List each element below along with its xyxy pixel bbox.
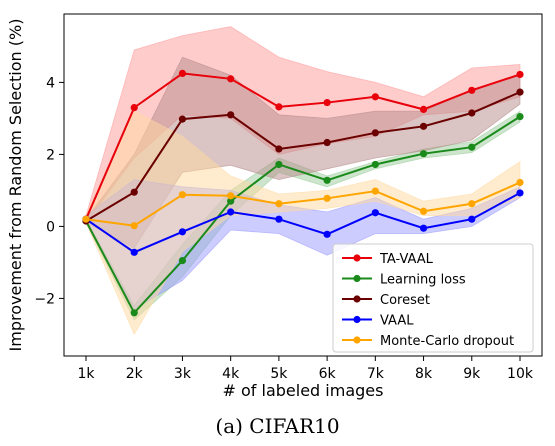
point-ta-vaal-10k (516, 70, 524, 79)
point-ta-vaal-4k (227, 75, 235, 83)
point-monte-carlo-dropout-7k (371, 187, 379, 195)
point-learning-loss-5k (275, 160, 283, 169)
point-monte-carlo-dropout-2k (130, 222, 138, 230)
plot-frame (63, 13, 543, 357)
point-coreset-8k (419, 122, 428, 130)
point-coreset-9k (468, 109, 476, 117)
y-tick-label: 4 (46, 75, 55, 91)
x-tick-label: 9k (463, 366, 481, 382)
y-tick-label: −2 (34, 291, 55, 307)
point-ta-vaal-6k (323, 98, 331, 107)
y-axis-label: Improvement from Random Selection (%) (6, 19, 25, 352)
point-ta-vaal-8k (419, 105, 428, 113)
legend-marker-learning-loss (353, 274, 361, 283)
point-learning-loss-7k (371, 160, 379, 169)
legend-label-monte-carlo-dropout: Monte-Carlo dropout (380, 334, 514, 349)
point-coreset-7k (371, 129, 379, 137)
point-learning-loss-2k (130, 309, 138, 317)
point-monte-carlo-dropout-1k (82, 215, 90, 223)
point-monte-carlo-dropout-4k (227, 192, 235, 200)
legend-marker-monte-carlo-dropout (353, 336, 361, 344)
point-ta-vaal-5k (275, 103, 283, 111)
point-vaal-6k (323, 230, 331, 238)
point-monte-carlo-dropout-10k (516, 178, 524, 187)
line-ta-vaal (85, 72, 521, 220)
x-tick-label: 6k (319, 366, 337, 382)
y-tick-label: 0 (46, 219, 55, 235)
point-vaal-3k (178, 228, 187, 236)
y-tick-label: 2 (46, 147, 55, 163)
point-coreset-10k (516, 88, 524, 96)
point-vaal-5k (275, 215, 283, 223)
point-vaal-7k (371, 209, 379, 217)
series-lines (85, 72, 521, 315)
point-monte-carlo-dropout-3k (178, 191, 187, 199)
point-monte-carlo-dropout-8k (419, 207, 428, 215)
series-points (82, 69, 524, 317)
legend-label-coreset: Coreset (380, 293, 430, 308)
x-axis-ticks: 1k 2k 3k 4k 5k 6k 7k 8k 9k 10k (77, 356, 534, 382)
legend-marker-vaal (353, 315, 361, 324)
figure-caption: (a) CIFAR10 (215, 414, 340, 438)
legend-marker-ta-vaal (353, 254, 361, 262)
point-ta-vaal-2k (130, 104, 138, 112)
line-learning-loss (85, 115, 521, 315)
point-monte-carlo-dropout-9k (468, 200, 476, 208)
x-tick-label: 7k (367, 366, 385, 382)
point-ta-vaal-7k (371, 93, 379, 101)
point-vaal-2k (130, 248, 138, 256)
x-tick-label: 3k (174, 366, 192, 382)
line-vaal (85, 192, 521, 254)
legend: TA-VAAL Learning loss Coreset VAAL Monte-Car… (332, 243, 534, 353)
line-monte-carlo-dropout (85, 181, 521, 227)
point-coreset-3k (178, 115, 187, 123)
point-learning-loss-10k (516, 113, 524, 121)
legend-label-ta-vaal: TA-VAAL (379, 252, 434, 267)
x-axis-label: # of labeled images (223, 381, 384, 400)
point-learning-loss-8k (419, 150, 428, 158)
point-vaal-8k (419, 224, 428, 232)
point-ta-vaal-9k (468, 86, 476, 94)
point-coreset-5k (275, 145, 283, 153)
legend-marker-coreset (353, 295, 361, 303)
x-tick-label: 5k (270, 366, 288, 382)
point-coreset-4k (227, 111, 235, 119)
legend-box (332, 243, 534, 353)
point-vaal-9k (468, 215, 476, 223)
point-learning-loss-3k (178, 257, 187, 265)
point-vaal-10k (516, 189, 524, 197)
x-tick-label: 2k (126, 366, 144, 382)
point-learning-loss-6k (323, 176, 331, 184)
x-tick-label: 4k (222, 366, 240, 382)
line-chart: 1k 2k 3k 4k 5k 6k 7k 8k 9k 10k −2 0 2 4 # of labeled… (6, 13, 543, 400)
legend-label-learning-loss: Learning loss (380, 273, 466, 288)
x-tick-label: 8k (415, 366, 433, 382)
point-learning-loss-9k (468, 143, 476, 151)
legend-label-vaal: VAAL (380, 314, 414, 329)
x-tick-label: 1k (77, 366, 95, 382)
point-ta-vaal-3k (178, 69, 187, 77)
point-learning-loss-4k (227, 197, 235, 205)
y-axis-ticks: −2 0 2 4 (34, 75, 64, 307)
line-coreset (85, 91, 521, 222)
x-tick-label: 10k (507, 366, 534, 382)
point-coreset-2k (130, 188, 138, 196)
point-vaal-4k (227, 208, 235, 216)
point-monte-carlo-dropout-5k (275, 200, 283, 208)
point-monte-carlo-dropout-6k (323, 194, 331, 202)
point-coreset-6k (323, 138, 331, 147)
